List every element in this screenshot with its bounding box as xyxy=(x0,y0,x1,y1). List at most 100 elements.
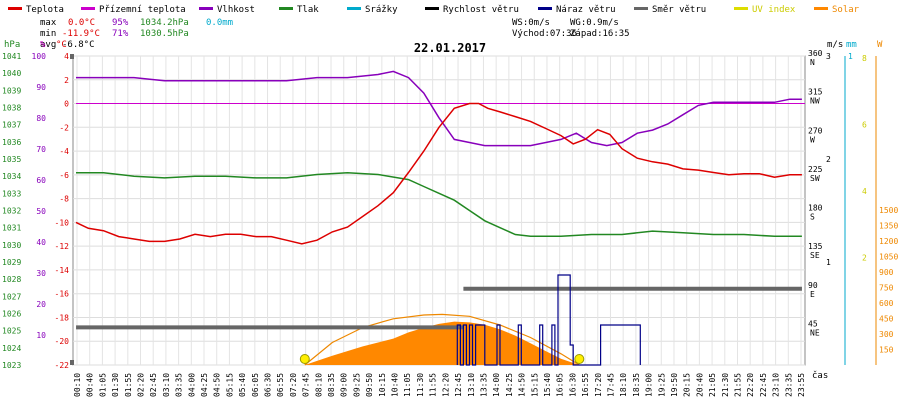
w-tick-label: 450 xyxy=(879,315,894,324)
temp-tick-label: -14 xyxy=(55,266,70,275)
ms-axis-label: m/s xyxy=(827,40,843,50)
mm-tick-label: 1 xyxy=(848,52,853,61)
time-tick-label: 03:35 xyxy=(175,373,184,397)
time-tick-label: 13:35 xyxy=(479,373,488,397)
time-tick-label: 19:00 xyxy=(645,373,654,397)
temp-tick-label: -22 xyxy=(55,361,70,370)
time-tick-label: 23:35 xyxy=(784,373,793,397)
w-tick-label: 1050 xyxy=(879,253,898,262)
chart-title: 22.01.2017 xyxy=(414,41,486,55)
time-tick-label: 18:35 xyxy=(632,373,641,397)
temp-tick-label: -16 xyxy=(55,290,70,299)
w-tick-label: 1500 xyxy=(879,206,898,215)
pct-tick-label: 80 xyxy=(36,114,46,123)
w-tick-label: 300 xyxy=(879,330,894,339)
legend-label: Vlhkost xyxy=(217,5,255,15)
hpa-tick-label: 1037 xyxy=(2,121,21,130)
stats-max-temp: 0.0°C xyxy=(68,18,95,28)
legend-label: Teplota xyxy=(26,5,64,15)
temperature-series-line xyxy=(75,102,802,245)
mm-axis-label: mm xyxy=(846,40,857,50)
hpa-tick-label: 1038 xyxy=(2,104,21,113)
time-tick-label: 01:05 xyxy=(98,373,107,397)
time-tick-label: 20:15 xyxy=(683,373,692,397)
time-tick-label: 09:00 xyxy=(340,373,349,397)
stats-max-rain: 0.0mm xyxy=(206,18,233,28)
pct-axis-label: % xyxy=(40,40,46,50)
time-tick-label: 23:55 xyxy=(797,373,806,397)
time-tick-label: 05:40 xyxy=(238,373,247,397)
time-tick-label: 11:30 xyxy=(416,373,425,397)
dir-cardinal-label: NW xyxy=(810,97,820,106)
w-axis-label: W xyxy=(877,40,883,50)
dir-tick-label: 315 xyxy=(808,88,823,97)
temp-tick-label: -6 xyxy=(59,171,69,180)
time-tick-label: 18:10 xyxy=(619,373,628,397)
time-tick-label: 16:05 xyxy=(556,373,565,397)
time-tick-label: 07:45 xyxy=(302,373,311,397)
x-axis-label: čas xyxy=(812,370,828,381)
stats-max-label: max xyxy=(40,18,57,28)
dir-tick-label: 90 xyxy=(808,281,818,290)
temp-tick-label: -4 xyxy=(59,147,69,156)
hpa-tick-label: 1031 xyxy=(2,224,21,233)
temp-tick-label: -2 xyxy=(59,123,69,132)
hpa-tick-label: 1035 xyxy=(2,155,21,164)
hpa-tick-label: 1041 xyxy=(2,52,21,61)
sunset-marker xyxy=(574,354,585,364)
hpa-tick-label: 1029 xyxy=(2,258,21,267)
w-tick-label: 1200 xyxy=(879,237,898,246)
time-tick-label: 10:40 xyxy=(391,373,400,397)
hpa-tick-label: 1034 xyxy=(2,172,21,181)
axis-marker xyxy=(70,54,74,59)
hpa-tick-label: 1030 xyxy=(2,241,21,250)
dir-cardinal-label: SE xyxy=(810,251,820,260)
pct-tick-label: 60 xyxy=(36,176,46,185)
dir-cardinal-label: SW xyxy=(810,174,820,183)
uv-tick-label: 6 xyxy=(862,120,867,129)
temp-tick-label: -12 xyxy=(55,242,70,251)
temp-tick-label: 0 xyxy=(64,100,69,109)
dir-cardinal-label: E xyxy=(810,290,815,299)
stats-min-hum: 71% xyxy=(112,29,129,39)
legend-swatch xyxy=(634,7,648,10)
time-tick-label: 09:25 xyxy=(352,373,361,397)
dir-cardinal-label: N xyxy=(810,58,815,67)
w-tick-label: 150 xyxy=(879,346,894,355)
time-tick-label: 23:10 xyxy=(772,373,781,397)
pct-tick-label: 40 xyxy=(36,238,46,247)
pct-tick-label: 90 xyxy=(36,83,46,92)
time-tick-label: 00:40 xyxy=(86,373,95,397)
time-tick-label: 22:20 xyxy=(746,373,755,397)
plot-frame xyxy=(72,55,806,366)
temp-tick-label: -18 xyxy=(55,313,70,322)
uv-tick-label: 4 xyxy=(862,187,867,196)
time-tick-label: 17:45 xyxy=(606,373,615,397)
solar-theoretical-curve xyxy=(304,313,580,366)
time-tick-label: 14:00 xyxy=(492,373,501,397)
time-tick-label: 06:05 xyxy=(251,373,260,397)
legend-label: Směr větru xyxy=(652,5,706,15)
stats-avg-temp: -6.8°C xyxy=(62,40,95,50)
w-tick-label: 900 xyxy=(879,268,894,277)
hpa-tick-label: 1036 xyxy=(2,138,21,147)
pct-tick-label: 100 xyxy=(32,52,47,61)
solar-area xyxy=(304,321,580,365)
temp-tick-label: 2 xyxy=(64,76,69,85)
time-tick-label: 08:35 xyxy=(327,373,336,397)
stats-max-hum: 95% xyxy=(112,18,129,28)
legend-label: Náraz větru xyxy=(556,5,616,15)
dir-cardinal-label: NE xyxy=(810,328,820,337)
stats-min-label: min xyxy=(40,29,56,39)
dir-cardinal-label: S xyxy=(810,213,815,222)
stats-sunset: Západ:16:35 xyxy=(570,29,630,39)
w-tick-label: 750 xyxy=(879,284,894,293)
hpa-tick-label: 1025 xyxy=(2,327,21,336)
ms-tick-label: 2 xyxy=(826,155,831,164)
stats-sunrise: Východ:07:36 xyxy=(512,29,577,39)
legend-swatch xyxy=(347,7,361,10)
time-tick-label: 08:10 xyxy=(314,373,323,397)
hpa-axis-label: hPa xyxy=(4,40,20,50)
time-tick-label: 14:50 xyxy=(518,373,527,397)
